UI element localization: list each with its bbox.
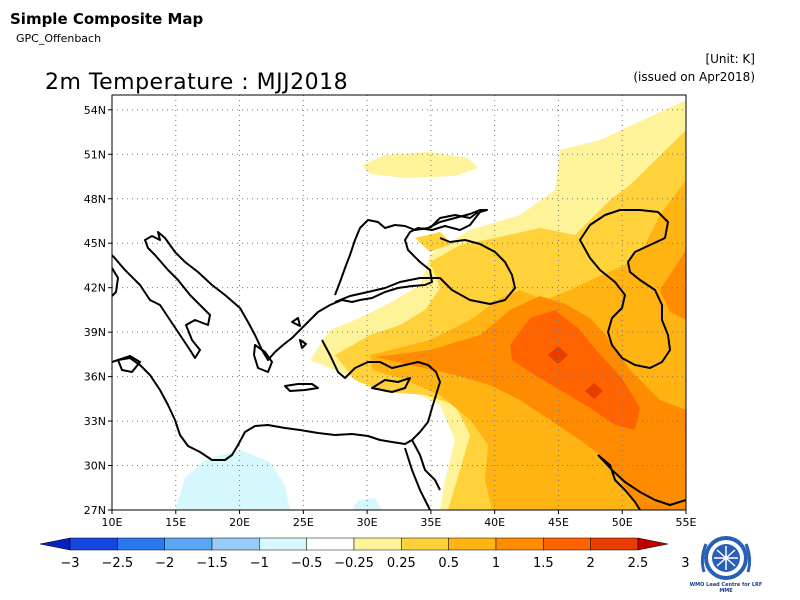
colorbar-label: 0.5 — [438, 556, 459, 571]
colorbar-segment — [69, 537, 118, 551]
coastline-black-sea-south — [334, 237, 516, 305]
colorbar-label: 1.5 — [533, 556, 554, 571]
wmo-logo — [700, 536, 752, 580]
negative-anomaly-area — [352, 498, 382, 510]
longitude-axis: 10E 15E 20E 25E 30E 35E 40E 45E 50E 55E — [102, 510, 697, 529]
coastline-europe — [112, 209, 488, 361]
colorbar-segment — [117, 537, 165, 551]
colorbar-label: −1.5 — [196, 556, 228, 571]
lon-tick-label: 10E — [102, 516, 123, 529]
colorbar-segment — [637, 537, 669, 551]
lat-tick-label: 33N — [84, 415, 106, 428]
coastline-aegean-island — [291, 317, 301, 327]
colorbar-label: 2 — [587, 556, 595, 571]
lat-tick-label: 42N — [84, 282, 106, 295]
colorbar-label: 0.25 — [387, 556, 416, 571]
lon-tick-label: 15E — [165, 516, 186, 529]
colorbar-segment — [39, 537, 71, 551]
colorbar-label: −1 — [250, 556, 269, 571]
colorbar-label: −2 — [155, 556, 174, 571]
lat-tick-label: 27N — [84, 504, 106, 517]
colorbar-label: −3 — [60, 556, 79, 571]
product-title: Simple Composite Map — [10, 10, 204, 28]
lat-tick-label: 48N — [84, 193, 106, 206]
map-frame — [111, 94, 687, 511]
anomaly-shading — [175, 100, 686, 510]
colorbar-segment — [259, 537, 307, 551]
anomaly-0.25-area — [362, 152, 478, 178]
colorbar-segment — [211, 537, 260, 551]
colorbar-label: 2.5 — [628, 556, 649, 571]
coastline-aegean-island — [299, 339, 307, 349]
colorbar-segment — [543, 537, 591, 551]
coastline-cyprus — [371, 377, 411, 393]
lat-tick-label: 54N — [84, 104, 106, 117]
lon-tick-label: 40E — [484, 516, 505, 529]
colorbar-segment — [306, 537, 355, 551]
colorbar-segment — [401, 537, 449, 551]
colorbar-label: −0.25 — [334, 556, 374, 571]
lat-tick-label: 36N — [84, 371, 106, 384]
colorbar-segment — [590, 537, 639, 551]
coastline-azov — [429, 211, 479, 229]
coastline-greece — [253, 344, 273, 373]
lon-tick-label: 30E — [357, 516, 378, 529]
latitude-axis: 27N 30N 33N 36N 39N 42N 45N 48N 51N 54N — [84, 104, 112, 517]
lon-tick-label: 45E — [548, 516, 569, 529]
lat-tick-label: 30N — [84, 460, 106, 473]
coastlines — [112, 209, 686, 510]
logo-caption: WMO Lead Centre for LRF MME — [689, 582, 763, 594]
colorbar-segment — [353, 537, 402, 551]
lat-tick-label: 51N — [84, 148, 106, 161]
lon-tick-label: 25E — [293, 516, 314, 529]
lat-tick-label: 45N — [84, 237, 106, 250]
coastline-sardinia — [112, 267, 119, 297]
anomaly-1.5-area — [660, 250, 686, 320]
coastline-red-sea — [411, 439, 441, 491]
lon-tick-label: 55E — [676, 516, 697, 529]
colorbar-segment — [495, 537, 544, 551]
colorbar-segment — [448, 537, 497, 551]
coastline-red-sea — [404, 447, 431, 510]
product-source: GPC_Offenbach — [16, 32, 102, 45]
anomaly-0.5-area — [415, 232, 452, 252]
colorbar-segment — [164, 537, 213, 551]
negative-anomaly-area — [175, 450, 290, 510]
lon-tick-label: 50E — [612, 516, 633, 529]
colorbar-label: −2.5 — [102, 556, 134, 571]
coastline-gulf — [597, 454, 641, 510]
lon-tick-label: 35E — [420, 516, 441, 529]
anomaly-2.5-area — [585, 383, 603, 399]
colorbar-label: −0.5 — [291, 556, 323, 571]
anomaly-1.5-area — [375, 296, 686, 510]
coastline-sicily — [117, 355, 141, 373]
coastline-crete — [284, 383, 319, 392]
lat-tick-label: 39N — [84, 326, 106, 339]
map-title: 2m Temperature : MJJ2018 — [45, 70, 349, 95]
coastline-anatolia-south — [112, 339, 441, 461]
issued-label: (issued on Apr2018) — [633, 70, 755, 84]
colorbar: −3 −2.5 −2 −1.5 −1 −0.5 −0.25 0.25 0.5 1 1.5 2 2.5 3 — [39, 537, 689, 571]
anomaly-2-area — [510, 310, 640, 430]
lon-tick-label: 20E — [229, 516, 250, 529]
colorbar-label: 1 — [492, 556, 500, 571]
unit-label: [Unit: K] — [705, 52, 755, 66]
coastline-caspian — [579, 209, 671, 369]
colorbar-label: 3 — [681, 556, 689, 571]
